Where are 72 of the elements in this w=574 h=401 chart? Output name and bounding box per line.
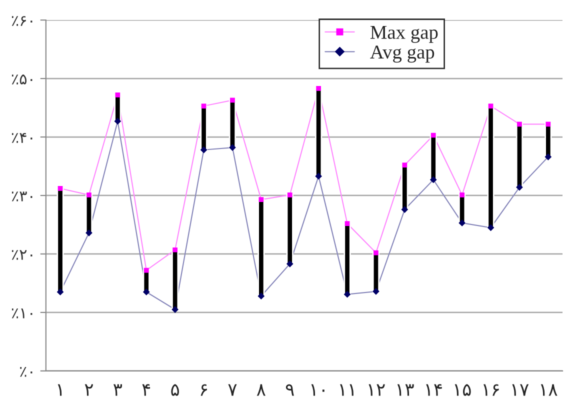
point [344,291,350,298]
point [488,104,494,108]
y-tick-label: ٪۲۰ [12,250,32,260]
point [516,184,523,190]
point [86,192,92,198]
point [201,104,206,108]
bar [487,105,494,228]
point [258,197,264,202]
point [460,192,464,198]
point [315,173,322,180]
x-tick-label: ۱۷ [512,384,529,396]
point [172,247,178,252]
point [57,288,64,296]
x-tick-label: ۱۳ [397,384,414,396]
bar [516,123,524,188]
point [316,86,321,91]
point [517,122,522,127]
point [286,260,294,268]
x-tick-label: ۳ [113,384,122,396]
point [488,224,494,231]
x-tick-label: ۲ [84,384,94,396]
point [200,146,207,154]
bar [200,105,208,151]
bar [228,99,236,148]
bar [315,88,322,177]
bar [172,249,179,310]
x-tick-label: ۱۲ [368,384,385,396]
point [258,292,264,300]
x-tick-label: ۹ [286,384,294,396]
y-tick-label: ٪۶۰ [12,16,32,26]
x-tick-label: ۱ [58,384,62,396]
point [374,250,378,256]
x-tick-label: ۱۵ [454,384,471,396]
point [230,98,235,103]
x-tick-label: ۱۴ [426,384,442,396]
y-tick-label: ٪۰ [20,367,32,377]
point [86,230,92,236]
x-tick-label: ۱۸ [540,384,558,396]
point [546,122,551,127]
point [143,288,150,296]
x-tick-label: ۱۰ [311,384,324,396]
point [402,162,408,168]
point [430,176,437,183]
point [287,192,292,198]
point [458,220,466,226]
point [372,288,380,295]
point [172,306,178,313]
point [402,206,408,213]
point [114,118,121,124]
legend-label: Max gap [370,26,438,43]
point [58,186,63,191]
x-tick-label: ۷ [228,384,237,396]
bar [286,194,294,265]
y-tick-label: ٪۵۰ [12,74,32,84]
x-tick-label: ۱۶ [484,384,499,396]
point [229,144,236,151]
x-tick-label: ۶ [200,384,207,396]
x-tick-label: ۱۱ [340,384,354,396]
bar [56,188,64,293]
x-tick-label: ۵ [171,384,179,396]
x-tick-label: ۴ [142,384,150,396]
point [430,132,436,138]
y-tick-label: ٪۳۰ [12,192,32,202]
legend-label: Avg gap [370,46,434,63]
bar [258,198,265,297]
x-tick-label: ۸ [256,384,266,396]
point [344,221,350,226]
point [144,268,149,273]
point [115,92,120,98]
point [545,154,552,160]
y-tick-label: ٪۱۰ [12,308,32,318]
y-tick-label: ٪۴۰ [12,132,32,143]
